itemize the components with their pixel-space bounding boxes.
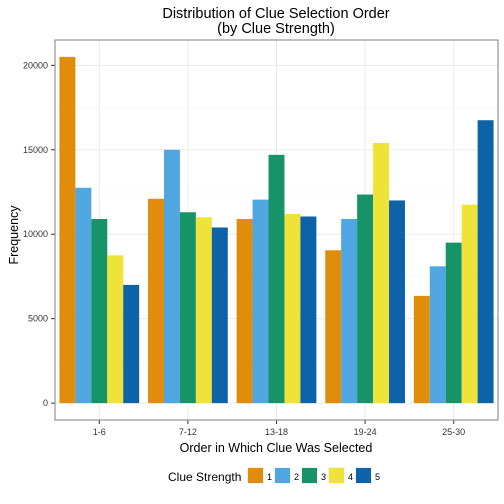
bar-19-24-strength-5 xyxy=(389,200,405,404)
y-tick-label: 0 xyxy=(43,398,48,408)
bar-13-18-strength-1 xyxy=(236,219,253,404)
bar-7-12-strength-4 xyxy=(195,217,212,404)
chart-title: Distribution of Clue Selection Order xyxy=(162,6,389,22)
legend-label-1: 1 xyxy=(267,472,272,482)
bar-1-6-strength-4 xyxy=(107,255,124,404)
bar-7-12-strength-1 xyxy=(148,198,164,404)
bar-19-24-strength-2 xyxy=(341,219,358,404)
y-tick-label: 15000 xyxy=(23,145,48,155)
legend-swatch-5 xyxy=(356,468,371,483)
bar-7-12-strength-3 xyxy=(179,212,196,404)
bar-1-6-strength-5 xyxy=(123,284,140,404)
bar-1-6-strength-2 xyxy=(75,187,92,404)
bar-13-18-strength-2 xyxy=(252,199,269,404)
legend-swatch-1 xyxy=(248,468,263,483)
bar-25-30-strength-4 xyxy=(461,204,478,404)
y-tick-label: 5000 xyxy=(28,314,48,324)
x-axis: 1-6 7-12 13-18 19-24 25-30 xyxy=(93,420,465,437)
plot-border xyxy=(54,39,499,421)
bar-25-30-strength-5 xyxy=(477,120,494,404)
x-tick-label: 19-24 xyxy=(354,427,377,437)
legend-label-2: 2 xyxy=(294,472,299,482)
bar-25-30-strength-1 xyxy=(413,295,430,404)
bar-19-24-strength-3 xyxy=(357,194,374,404)
x-axis-title: Order in Which Clue Was Selected xyxy=(180,441,373,455)
chart-subtitle: (by Clue Strength) xyxy=(217,21,335,37)
legend-label-4: 4 xyxy=(348,472,353,482)
legend-title: Clue Strength xyxy=(168,470,241,484)
bar-7-12-strength-2 xyxy=(163,149,180,404)
x-tick-label: 7-12 xyxy=(179,427,197,437)
legend-label-5: 5 xyxy=(375,472,380,482)
y-axis: 0 5000 10000 15000 20000 xyxy=(23,60,55,408)
bar-25-30-strength-3 xyxy=(445,242,462,404)
bar-1-6-strength-3 xyxy=(91,219,108,404)
y-tick-label: 20000 xyxy=(23,60,48,70)
legend-swatch-3 xyxy=(302,468,317,483)
bar-13-18-strength-5 xyxy=(300,216,317,404)
bar-19-24-strength-1 xyxy=(325,250,342,404)
bar-1-6-strength-1 xyxy=(59,56,76,404)
legend-swatch-2 xyxy=(275,468,290,483)
legend-label-3: 3 xyxy=(321,472,326,482)
bar-13-18-strength-4 xyxy=(284,213,301,404)
x-tick-label: 13-18 xyxy=(265,427,288,437)
x-tick-label: 1-6 xyxy=(93,427,106,437)
bar-25-30-strength-2 xyxy=(429,266,446,404)
legend-swatch-4 xyxy=(329,468,344,483)
x-tick-label: 25-30 xyxy=(442,427,465,437)
y-axis-title: Frequency xyxy=(7,205,21,265)
bar-13-18-strength-3 xyxy=(268,154,285,404)
y-tick-label: 10000 xyxy=(23,229,48,239)
legend: Clue Strength 1 2 3 4 5 xyxy=(168,467,380,484)
bar-19-24-strength-4 xyxy=(373,143,390,404)
bars xyxy=(59,56,494,404)
bar-7-12-strength-5 xyxy=(211,227,228,404)
